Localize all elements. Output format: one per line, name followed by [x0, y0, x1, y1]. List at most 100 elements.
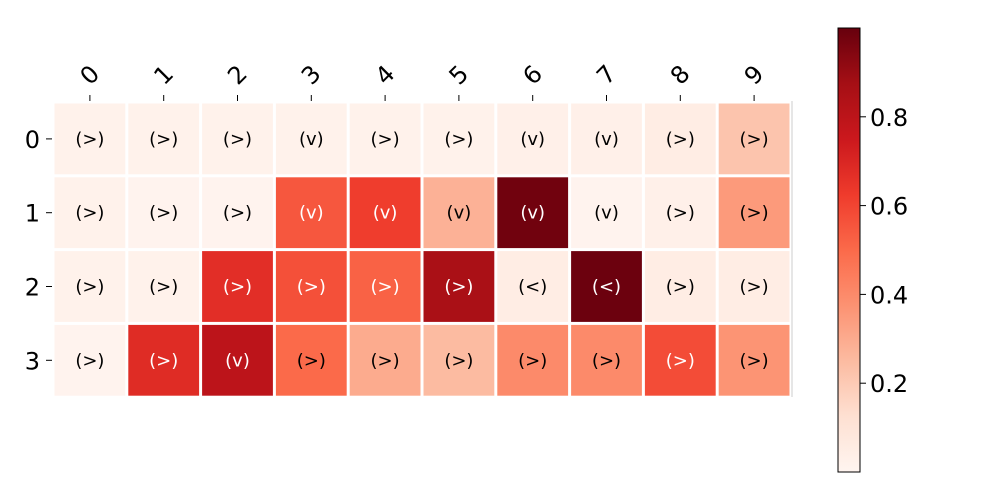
colorbar-gradient	[837, 27, 861, 473]
heatmap-cell-r0-c5	[423, 103, 495, 175]
heatmap-cell-r3-c4	[349, 324, 421, 396]
heatmap-cell-r0-c7	[571, 103, 642, 175]
heatmap-cell-r3-c9	[718, 324, 790, 396]
heatmap-annotation-r1-c0: (>)	[75, 203, 104, 224]
heatmap-annotation-r2-c3: (>)	[297, 277, 326, 298]
heatmap-annotation-r1-c4: (v)	[373, 203, 398, 224]
heatmap-annotation-r0-c3: (v)	[299, 129, 324, 150]
heatmap-cell-r1-c1	[128, 177, 200, 249]
heatmap-annotation-r1-c6: (v)	[520, 203, 545, 224]
heatmap-cell-r3-c0	[54, 324, 126, 396]
heatmap-annotation-r3-c4: (>)	[371, 350, 400, 371]
heatmap-cell-r2-c3	[275, 251, 347, 322]
heatmap-cell-r1-c0	[54, 177, 126, 249]
x-tick-label-2: 2	[222, 60, 253, 91]
colorbar-tick-label-0: 0.2	[870, 370, 908, 398]
heatmap-cell-r2-c0	[54, 251, 126, 322]
y-axis-ticks: 0 1 2 3	[25, 126, 52, 375]
heatmap-cell-r3-c8	[644, 324, 716, 396]
heatmap-cell-r0-c6	[497, 103, 569, 175]
heatmap-cell-r3-c3	[275, 324, 347, 396]
heatmap-annotation-r1-c3: (v)	[299, 203, 324, 224]
heatmap-annotation-r1-c2: (>)	[223, 203, 252, 224]
heatmap-annotation-r3-c3: (>)	[297, 350, 326, 371]
heatmap-annotation-r3-c7: (>)	[592, 350, 621, 371]
heatmap-annotation-r2-c6: (<)	[518, 277, 547, 298]
heatmap-cell-r0-c0	[54, 103, 126, 175]
heatmap-cells: (>) (>) (>) (v) (>) (>) (v) (v) (>) (>) (>) (>) (>) (…	[54, 103, 790, 396]
heatmap-cell-r2-c5	[423, 251, 495, 322]
heatmap-annotation-r1-c9: (>)	[740, 203, 769, 224]
heatmap-annotation-r3-c8: (>)	[666, 350, 695, 371]
heatmap-cell-r3-c2	[202, 324, 273, 396]
heatmap-cell-r1-c7	[571, 177, 642, 249]
heatmap-annotation-r2-c8: (>)	[666, 277, 695, 298]
heatmap-cell-r1-c2	[202, 177, 273, 249]
heatmap-annotation-r1-c5: (v)	[447, 203, 472, 224]
x-tick-label-5: 5	[444, 60, 475, 91]
heatmap-cell-r2-c9	[718, 251, 790, 322]
heatmap-annotation-r2-c5: (>)	[444, 277, 473, 298]
heatmap-cell-r3-c1	[128, 324, 200, 396]
heatmap-cell-r0-c4	[349, 103, 421, 175]
heatmap-cell-r0-c3	[275, 103, 347, 175]
heatmap-cell-r2-c6	[497, 251, 569, 322]
heatmap-cell-r2-c8	[644, 251, 716, 322]
colorbar-tick-label-3: 0.8	[870, 104, 908, 132]
heatmap-annotation-r2-c7: (<)	[592, 277, 621, 298]
colorbar-tick-label-1: 0.4	[870, 281, 908, 309]
heatmap-annotation-r3-c5: (>)	[444, 350, 473, 371]
heatmap-cell-r1-c9	[718, 177, 790, 249]
heatmap-cell-r2-c1	[128, 251, 200, 322]
y-tick-label-3: 3	[25, 347, 40, 375]
x-tick-label-8: 8	[665, 60, 696, 91]
heatmap-annotation-r3-c1: (>)	[149, 350, 178, 371]
y-tick-label-0: 0	[25, 126, 40, 154]
heatmap-annotation-r0-c2: (>)	[223, 129, 252, 150]
x-tick-label-3: 3	[296, 60, 327, 91]
colorbar-tick-label-2: 0.6	[870, 193, 908, 221]
x-tick-label-9: 9	[739, 60, 770, 91]
heatmap-annotation-r2-c2: (>)	[223, 277, 252, 298]
heatmap-annotation-r2-c9: (>)	[740, 277, 769, 298]
heatmap-annotation-r2-c4: (>)	[371, 277, 400, 298]
heatmap-cell-r2-c4	[349, 251, 421, 322]
heatmap-annotation-r0-c7: (v)	[594, 129, 619, 150]
heatmap-cell-r3-c6	[497, 324, 569, 396]
heatmap-annotation-r0-c5: (>)	[444, 129, 473, 150]
heatmap-cell-r1-c8	[644, 177, 716, 249]
heatmap-annotation-r2-c1: (>)	[149, 277, 178, 298]
heatmap-cell-r2-c2	[202, 251, 273, 322]
heatmap-annotation-r3-c6: (>)	[518, 350, 547, 371]
y-tick-label-2: 2	[25, 274, 40, 302]
x-tick-label-1: 1	[148, 60, 179, 91]
heatmap-cell-r1-c5	[423, 177, 495, 249]
heatmap-cell-r3-c5	[423, 324, 495, 396]
x-tick-label-0: 0	[75, 60, 106, 91]
x-axis-ticks: 0 1 2 3 4 5 6 7 8 9	[75, 60, 770, 101]
heatmap-cell-r2-c7	[571, 251, 642, 322]
heatmap-cell-r3-c7	[571, 324, 642, 396]
heatmap-cell-r0-c8	[644, 103, 716, 175]
heatmap-annotation-r1-c7: (v)	[594, 203, 619, 224]
heatmap-annotation-r0-c6: (v)	[520, 129, 545, 150]
heatmap-annotation-r0-c8: (>)	[666, 129, 695, 150]
y-tick-label-1: 1	[25, 200, 40, 228]
heatmap-cell-r1-c3	[275, 177, 347, 249]
x-tick-label-6: 6	[517, 60, 548, 91]
heatmap-cell-r0-c9	[718, 103, 790, 175]
heatmap-annotation-r2-c0: (>)	[75, 277, 104, 298]
heatmap-cell-r1-c4	[349, 177, 421, 249]
heatmap-annotation-r3-c9: (>)	[740, 350, 769, 371]
heatmap-cell-r1-c6	[497, 177, 569, 249]
heatmap-annotation-r0-c0: (>)	[75, 129, 104, 150]
heatmap-annotation-r3-c0: (>)	[75, 350, 104, 371]
heatmap-annotation-r1-c8: (>)	[666, 203, 695, 224]
heatmap-annotation-r0-c9: (>)	[740, 129, 769, 150]
x-tick-label-7: 7	[591, 60, 622, 91]
heatmap-annotation-r0-c1: (>)	[149, 129, 178, 150]
heatmap-annotation-r0-c4: (>)	[371, 129, 400, 150]
colorbar: 0.2 0.4 0.6 0.8	[837, 27, 908, 473]
